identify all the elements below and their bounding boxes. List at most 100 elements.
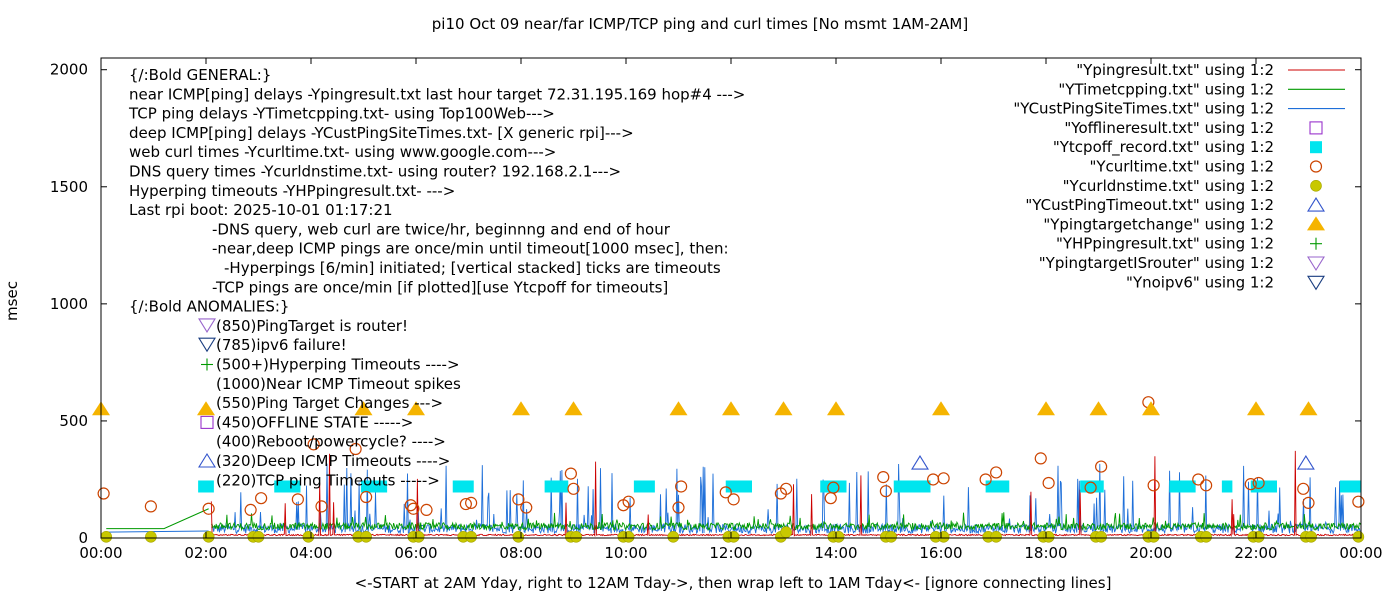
- y-axis-label: msec: [3, 281, 21, 321]
- curl-point: [1084, 481, 1097, 494]
- legend-marker: [1307, 197, 1325, 212]
- tcpoff-mark: [1221, 480, 1233, 493]
- legend-marker: [1310, 141, 1322, 154]
- annotation-line: -DNS query, web curl are twice/hr, begin…: [212, 220, 671, 238]
- curl-point: [675, 480, 688, 493]
- legend-label: "YpingtargetISrouter" using 1:2: [1039, 254, 1274, 272]
- anomaly-label: (500+)Hyperping Timeouts ---->: [216, 356, 460, 374]
- series-deep-icmp-wrap-line: [106, 530, 209, 533]
- legend-label: "Ynoipv6" using 1:2: [1126, 273, 1274, 291]
- legend-marker: [1307, 256, 1325, 272]
- curl-point: [360, 490, 373, 504]
- anomaly-label: (850)PingTarget is router!: [216, 317, 408, 335]
- curl-point: [937, 472, 950, 485]
- x-tick-label: 12:00: [709, 544, 752, 562]
- x-tick-label: 22:00: [1234, 544, 1277, 562]
- curl-point: [727, 493, 740, 506]
- legend-marker: [1307, 275, 1325, 291]
- y-tick-label: 500: [59, 412, 88, 430]
- annotation-line: {/:Bold ANOMALIES:}: [129, 298, 289, 316]
- dns-point: [667, 531, 680, 543]
- dns-point: [412, 531, 425, 543]
- x-tick-label: 04:00: [289, 544, 332, 562]
- curl-point: [877, 471, 890, 484]
- tcpoff-mark: [725, 480, 752, 493]
- legend-label: "YCustPingSiteTimes.txt" using 1:2: [1013, 100, 1274, 118]
- target-change-point: [774, 401, 793, 416]
- target-change-point: [512, 401, 530, 416]
- curl-point: [144, 500, 157, 513]
- curl-point: [1147, 479, 1160, 492]
- x-tick-label: 00:00: [1339, 544, 1382, 562]
- dns-point: [465, 531, 477, 543]
- y-tick-label: 1000: [50, 295, 88, 313]
- curl-point: [349, 442, 362, 456]
- x-tick-label: 00:00: [79, 544, 122, 562]
- deep-timeout-point: [1296, 455, 1315, 470]
- legend-label: "Yofflineresult.txt" using 1:2: [1064, 119, 1274, 137]
- anomaly-marker: [198, 337, 216, 353]
- curl-point: [622, 495, 635, 508]
- deep-timeout-point: [911, 455, 929, 470]
- target-change-point: [1142, 401, 1160, 416]
- curl-point: [927, 473, 940, 486]
- target-change-point: [669, 401, 688, 416]
- curl-point: [1252, 476, 1265, 490]
- curl-point: [1192, 473, 1205, 486]
- curl-point: [879, 485, 892, 498]
- legend-marker: [1310, 180, 1322, 192]
- curl-point: [1042, 476, 1055, 490]
- legend-label: "YHPpingresult.txt" using 1:2: [1056, 235, 1274, 253]
- annotation-line: near ICMP[ping] delays -Ypingresult.txt …: [129, 85, 745, 103]
- curl-point: [1200, 479, 1213, 492]
- chart-title: pi10 Oct 09 near/far ICMP/TCP ping and c…: [431, 15, 969, 33]
- curl-point: [291, 493, 304, 506]
- curl-point: [979, 473, 992, 486]
- y-tick-label: 0: [78, 529, 88, 547]
- tcpoff-mark: [633, 480, 655, 493]
- tcpoff-mark: [893, 480, 931, 493]
- dns-point: [570, 531, 582, 543]
- anomaly-label: (450)OFFLINE STATE ----->: [216, 413, 413, 431]
- curl-point: [990, 466, 1003, 479]
- dns-point: [885, 531, 897, 543]
- dns-point: [512, 531, 525, 543]
- x-tick-label: 08:00: [499, 544, 542, 562]
- dns-point: [360, 531, 372, 543]
- target-change-point: [827, 401, 845, 416]
- target-change-point: [1089, 401, 1108, 416]
- x-tick-label: 14:00: [814, 544, 857, 562]
- legend-label: "Ypingresult.txt" using 1:2: [1076, 61, 1274, 79]
- anomaly-label: (400)Reboot/powercycle? ---->: [216, 433, 446, 451]
- dns-point: [937, 531, 950, 543]
- curl-point: [1034, 452, 1047, 465]
- curl-point: [97, 487, 110, 500]
- curl-point: [255, 492, 268, 505]
- curl-point: [315, 500, 328, 513]
- legend-label: "Ycurldnstime.txt" using 1:2: [1063, 177, 1274, 195]
- curl-point: [827, 481, 840, 494]
- annotation-line: -Hyperpings [6/min] initiated; [vertical…: [224, 259, 721, 277]
- curl-point: [564, 467, 577, 480]
- dns-point: [832, 531, 845, 543]
- tcpoff-mark: [820, 480, 847, 493]
- tcpoff-mark: [985, 480, 1010, 493]
- y-tick-label: 2000: [50, 61, 88, 79]
- curl-point: [824, 492, 837, 505]
- curl-point: [780, 482, 793, 495]
- curl-point: [407, 502, 420, 515]
- dns-point: [100, 531, 113, 543]
- dns-point: [1095, 531, 1107, 543]
- annotation-line: {/:Bold GENERAL:}: [129, 66, 271, 84]
- target-change-point: [564, 401, 583, 416]
- curl-point: [465, 496, 478, 509]
- curl-point: [567, 482, 580, 495]
- dns-point: [622, 531, 635, 543]
- annotation-line: DNS query times -Ycurldnstime.txt- using…: [129, 163, 621, 181]
- curl-point: [512, 493, 525, 506]
- tcpoff-mark: [360, 480, 388, 493]
- tcpoff-mark: [1250, 480, 1277, 493]
- annotation-line: web curl times -Ycurltime.txt- using www…: [129, 143, 556, 161]
- curl-point: [244, 503, 257, 517]
- x-tick-label: 10:00: [604, 544, 647, 562]
